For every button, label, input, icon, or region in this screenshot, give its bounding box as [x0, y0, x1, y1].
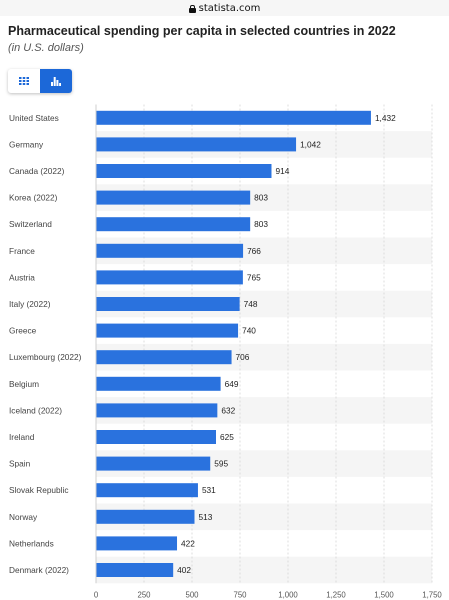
- bar: [96, 164, 272, 178]
- category-label: Switzerland: [9, 219, 52, 229]
- category-label: Luxembourg (2022): [9, 352, 82, 362]
- category-label: Norway: [9, 512, 38, 522]
- category-label: Germany: [9, 139, 44, 149]
- value-label: 766: [247, 246, 261, 256]
- bar: [96, 403, 218, 418]
- bar: [96, 297, 240, 311]
- value-label: 1,432: [375, 113, 396, 123]
- bar: [96, 536, 178, 551]
- address-url-text: statista.com: [198, 3, 261, 14]
- category-label: Greece: [9, 326, 37, 336]
- bar: [96, 430, 216, 444]
- category-label: Canada (2022): [9, 166, 65, 176]
- category-label: Slovak Republic: [9, 485, 69, 495]
- value-label: 531: [202, 485, 216, 495]
- bar: [96, 243, 244, 258]
- bar: [96, 270, 243, 285]
- address-url: statista.com: [188, 1, 261, 17]
- bar: [96, 190, 251, 205]
- category-label: Iceland (2022): [9, 405, 62, 415]
- category-label: Italy (2022): [9, 299, 51, 309]
- x-tick-label: 1,500: [374, 590, 394, 599]
- value-label: 914: [275, 166, 289, 176]
- value-label: 649: [225, 379, 239, 389]
- value-label: 402: [177, 565, 191, 575]
- value-label: 740: [242, 326, 256, 336]
- bar: [96, 509, 195, 524]
- chart-title: Pharmaceutical spending per capita in se…: [8, 24, 396, 38]
- bar-chart: United States 1,432 Germany 1,042 Canada (20…: [9, 104, 442, 599]
- bar: [96, 483, 198, 498]
- lock-icon: [188, 5, 196, 13]
- chart-view-button[interactable]: [40, 69, 72, 93]
- value-label: 765: [247, 272, 261, 282]
- bar: [96, 376, 221, 391]
- value-label: 748: [244, 299, 258, 309]
- bar: [96, 217, 251, 232]
- category-label: Spain: [9, 459, 31, 469]
- value-label: 625: [220, 432, 234, 442]
- category-label: United States: [9, 113, 59, 123]
- value-label: 513: [198, 512, 212, 522]
- value-label: 422: [181, 538, 195, 548]
- value-label: 595: [214, 459, 228, 469]
- browser-address-bar[interactable]: statista.com: [0, 0, 449, 16]
- x-tick-label: 1,000: [278, 590, 298, 599]
- bar: [96, 350, 232, 365]
- value-label: 706: [236, 352, 250, 362]
- bar: [96, 110, 371, 125]
- x-tick-label: 500: [185, 590, 199, 599]
- bar: [96, 137, 297, 152]
- table-view-button[interactable]: [8, 69, 40, 93]
- category-label: France: [9, 246, 35, 256]
- bar: [96, 563, 174, 577]
- category-label: Belgium: [9, 379, 39, 389]
- x-tick-label: 1,750: [422, 590, 442, 599]
- value-label: 1,042: [300, 139, 321, 149]
- category-label: Korea (2022): [9, 193, 58, 203]
- x-tick-label: 0: [94, 590, 99, 599]
- value-label: 803: [254, 219, 268, 229]
- x-tick-label: 250: [137, 590, 151, 599]
- bar: [96, 323, 239, 338]
- x-tick-label: 1,250: [326, 590, 346, 599]
- view-toggle: [8, 69, 72, 93]
- category-label: Austria: [9, 272, 35, 282]
- chart-subtitle: (in U.S. dollars): [8, 42, 84, 54]
- category-label: Denmark (2022): [9, 565, 69, 575]
- category-label: Ireland: [9, 432, 35, 442]
- value-label: 632: [221, 405, 235, 415]
- x-tick-label: 750: [233, 590, 247, 599]
- bar-chart-icon: [51, 76, 61, 86]
- category-label: Netherlands: [9, 538, 54, 548]
- value-label: 803: [254, 193, 268, 203]
- bar: [96, 456, 211, 471]
- table-grid-icon: [19, 77, 29, 85]
